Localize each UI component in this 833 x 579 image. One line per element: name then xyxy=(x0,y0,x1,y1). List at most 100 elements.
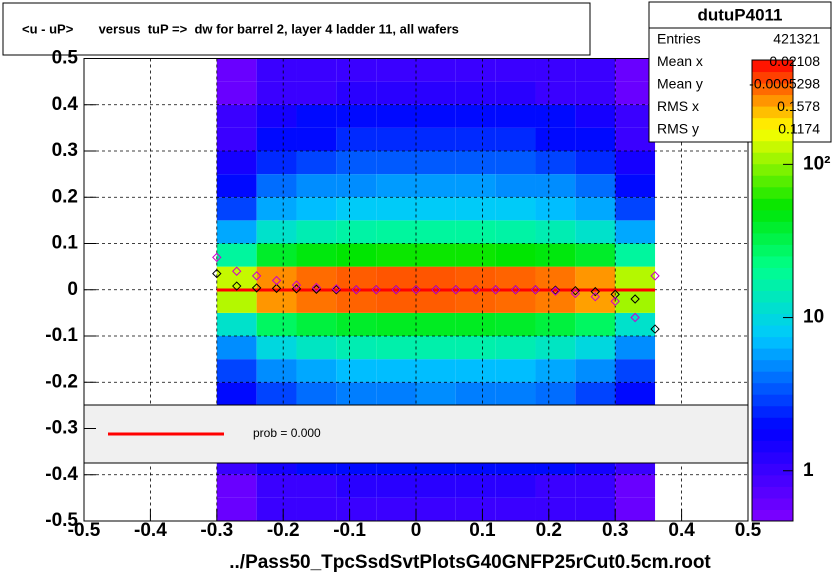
colorbar-step xyxy=(752,359,793,372)
heat-cell xyxy=(216,266,257,290)
colorbar-step xyxy=(752,451,793,464)
colorbar-step xyxy=(752,313,793,326)
heat-cell xyxy=(416,312,456,336)
heat-cell xyxy=(416,58,456,82)
heat-cell xyxy=(216,359,257,383)
heat-cell xyxy=(336,127,377,151)
heat-cell xyxy=(376,104,416,128)
heat-cell xyxy=(256,382,297,406)
profile-point xyxy=(610,289,620,300)
heat-cell xyxy=(575,243,616,267)
heat-cell xyxy=(376,382,416,406)
profile-point xyxy=(411,285,421,295)
heat-cell xyxy=(296,81,337,105)
heat-cell xyxy=(535,104,576,128)
heat-cell xyxy=(455,197,496,221)
profile-point xyxy=(251,271,262,281)
colorbar-step xyxy=(752,129,793,142)
heat-cell xyxy=(216,174,257,198)
heat-cell xyxy=(336,81,377,105)
heat-cell xyxy=(216,243,257,267)
profile-point xyxy=(630,294,640,304)
heat-cell xyxy=(256,197,297,221)
heat-cell xyxy=(495,220,536,244)
colorbar-step xyxy=(752,267,793,280)
heat-cell xyxy=(535,197,576,221)
x-tick-label: 0.4 xyxy=(668,520,695,541)
heat-cell xyxy=(455,58,496,82)
heat-cell xyxy=(216,104,257,128)
y-tick-label: -0.5 xyxy=(45,510,78,531)
heat-cell xyxy=(535,243,576,267)
heat-cell xyxy=(615,174,656,198)
heat-cell xyxy=(455,312,496,336)
heat-cell xyxy=(416,220,456,244)
title-box xyxy=(2,2,591,56)
profile-point xyxy=(232,266,242,276)
heat-cell xyxy=(535,497,576,521)
colorbar-step xyxy=(752,509,793,522)
x-tick-label: 0.1 xyxy=(469,520,496,541)
heat-cell xyxy=(535,81,576,105)
profile-point xyxy=(331,284,342,294)
stats-value: -0.0005298 xyxy=(749,76,820,92)
heat-cell xyxy=(615,197,656,221)
heat-cell xyxy=(296,243,337,267)
heat-cell xyxy=(336,151,377,175)
heat-cell xyxy=(455,243,496,267)
stats-label: RMS y xyxy=(657,121,699,137)
stats-value: 421321 xyxy=(773,31,820,47)
heat-cell xyxy=(615,220,656,244)
profile-point xyxy=(232,281,242,291)
heat-cell xyxy=(376,174,416,198)
x-tick-label: 0.3 xyxy=(602,520,628,541)
heat-cell xyxy=(216,81,257,105)
heat-cell xyxy=(615,104,656,128)
heat-cell xyxy=(416,382,456,406)
colorbar-step xyxy=(752,232,793,245)
profile-point xyxy=(451,285,461,295)
heat-cell xyxy=(416,474,456,498)
heat-cell xyxy=(296,104,337,128)
x-tick-label: -0.3 xyxy=(200,520,233,541)
y-tick-label: -0.4 xyxy=(45,464,78,485)
heat-cell xyxy=(455,474,496,498)
heat-cell xyxy=(575,81,616,105)
z-tick-label: 10² xyxy=(803,153,830,174)
heat-cell xyxy=(376,336,416,360)
profile-point xyxy=(311,284,322,294)
colorbar-step xyxy=(752,221,793,234)
heat-cell xyxy=(615,497,656,521)
heat-cell xyxy=(495,151,536,175)
heat-cell xyxy=(336,382,377,406)
heat-cell xyxy=(535,359,576,383)
plot-area xyxy=(83,58,749,522)
colorbar-step xyxy=(752,474,793,487)
colorbar-step xyxy=(752,417,793,430)
heat-cell xyxy=(216,127,257,151)
heat-cell xyxy=(455,81,496,105)
heat-cell xyxy=(256,497,297,521)
heat-cell xyxy=(495,174,536,198)
heat-cell xyxy=(495,474,536,498)
heat-cell xyxy=(256,127,297,151)
heat-cell xyxy=(336,312,377,336)
heat-cell xyxy=(256,336,297,360)
colorbar-frame xyxy=(751,59,794,522)
colorbar-step xyxy=(752,94,793,107)
heat-cell xyxy=(416,104,456,128)
x-tick-label: -0.1 xyxy=(333,520,366,541)
heat-cell xyxy=(296,312,337,336)
y-tick-label: 0.2 xyxy=(52,186,78,207)
colorbar-step xyxy=(752,348,793,361)
x-tick-label: -0.5 xyxy=(68,520,101,541)
chart-title: <u - uP> versus tuP => dw for barrel 2, … xyxy=(22,21,459,36)
colorbar-step xyxy=(752,290,793,303)
heat-cell xyxy=(256,243,297,267)
heat-cell xyxy=(376,243,416,267)
heat-cell xyxy=(615,336,656,360)
profile-point xyxy=(291,284,302,294)
heat-cell xyxy=(416,127,456,151)
y-tick-label: -0.1 xyxy=(45,325,78,346)
heat-cell xyxy=(615,151,656,175)
